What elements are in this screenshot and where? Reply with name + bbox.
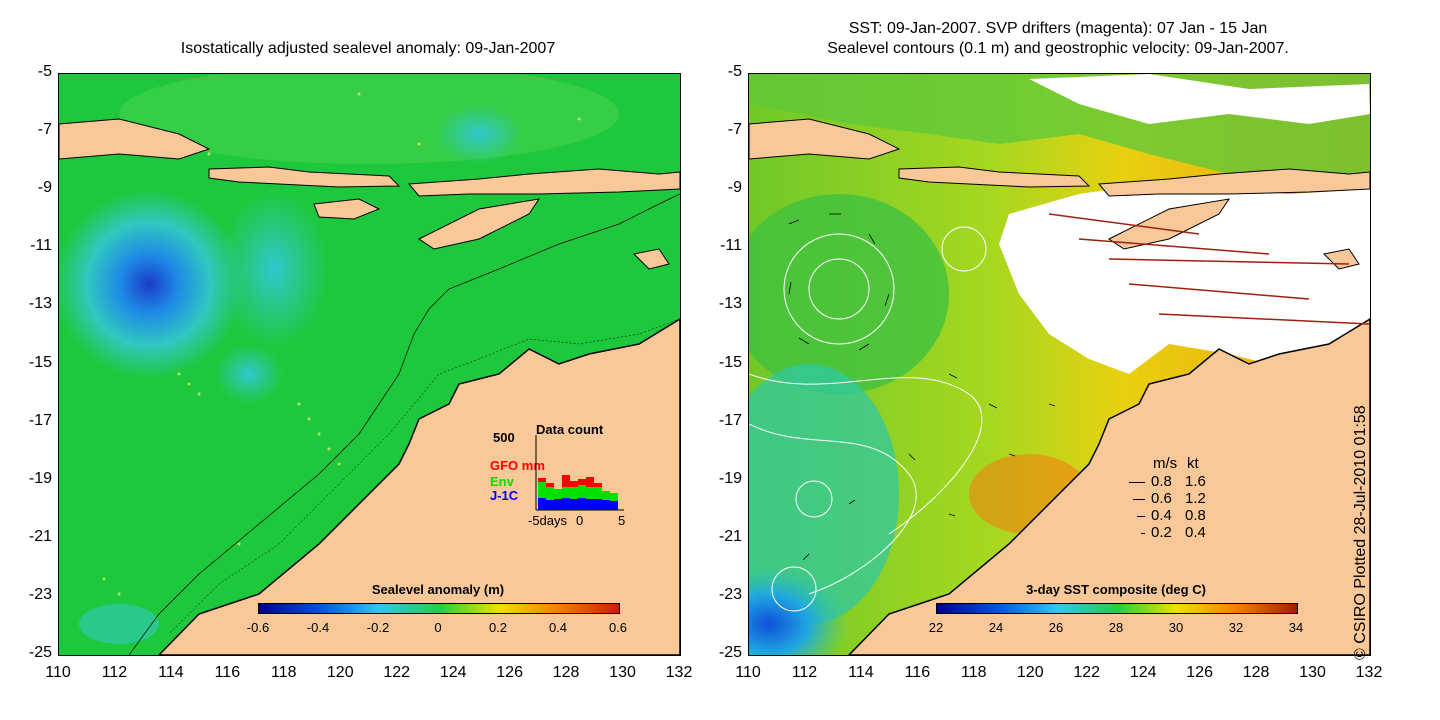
velocity-legend-ms: 0.6 [1151,490,1172,507]
y-tick-label: -15 [28,353,52,371]
x-tick-label: 118 [271,664,297,681]
velocity-legend-ms: 0.8 [1151,473,1172,490]
velocity-legend-ms: 0.2 [1151,524,1172,541]
inset-title: Data count [536,422,604,437]
colorbar-tick-label: 30 [1168,620,1184,635]
x-tick-label: 114 [848,664,874,681]
colorbar-tick-label: 26 [1048,620,1064,635]
y-tick-label: -25 [718,644,742,661]
colorbar-tick-label: 0.2 [488,620,508,635]
x-tick-label: 126 [496,664,523,681]
x-tick-label: 122 [1073,664,1101,681]
y-tick-label: -11 [720,237,742,255]
velocity-legend-kt: 0.8 [1185,507,1206,524]
x-tick-label: 128 [552,664,580,681]
y-tick-label: -13 [28,295,52,313]
data-count-inset: Data count 500 GFO mm Env J-1C -5days 0 … [490,420,630,530]
y-tick-label: -5 [727,63,742,80]
x-tick-label: 120 [1016,664,1044,681]
colorbar-tick-label: 28 [1108,620,1124,635]
csiro-credit: © CSIRO Plotted 28-Jul-2010 01:58 [1352,405,1369,660]
inset-legend-env: Env [490,474,514,489]
x-tick-label: 116 [904,664,931,681]
sst-colorbar [936,603,1298,614]
inset-bar-graphic [535,435,624,511]
y-tick-label: -21 [28,527,52,545]
velocity-legend-header-ms: m/s [1153,455,1178,472]
y-tick-label: -17 [718,411,742,429]
y-tick-label: -7 [37,121,52,139]
y-tick-label: -7 [727,121,742,139]
y-tick-label: -19 [718,469,742,487]
colorbar-tick-label: 22 [928,620,944,635]
velocity-legend-arrow [1141,533,1145,534]
x-tick-label: 128 [1242,664,1270,681]
x-tick-label: 114 [158,664,184,681]
y-tick-label: -25 [28,644,52,661]
left-colorbar-title: Sealevel anomaly (m) [371,582,505,597]
inset-ymax: 500 [493,430,515,445]
x-tick-label: 120 [326,664,354,681]
y-tick-label: -15 [718,353,742,371]
sst-composite-map[interactable] [748,73,1371,656]
y-tick-label: -9 [37,179,52,197]
x-tick-label: 124 [439,664,467,681]
x-tick-label: 118 [961,664,987,681]
sealevel-anomaly-map[interactable] [58,73,681,656]
inset-xlabel-mid: 0 [576,513,584,528]
x-tick-label: 132 [1355,664,1383,681]
x-tick-label: 110 [735,664,761,681]
x-tick-label: 126 [1186,664,1213,681]
velocity-legend-kt: 1.6 [1185,473,1206,490]
x-tick-label: 112 [101,664,128,681]
colorbar-tick-label: 32 [1228,620,1244,635]
x-tick-label: 110 [45,664,71,681]
velocity-legend: m/s kt 0.8 1.6 0.6 1.2 0.4 0.8 0.2 0.4 [1125,455,1235,545]
y-tick-label: -19 [28,469,52,487]
inset-xlabel-left: -5days [528,513,568,528]
y-tick-label: -17 [28,411,52,429]
y-tick-label: -23 [28,585,52,603]
x-tick-label: 112 [791,664,818,681]
velocity-legend-kt: 0.4 [1185,524,1206,541]
colorbar-tick-label: 0.6 [608,620,628,635]
sealevel-map-graphic [59,74,680,655]
velocity-legend-header-kt: kt [1187,455,1199,472]
velocity-legend-ms: 0.4 [1151,507,1172,524]
right-panel-title-line2: Sealevel contours (0.1 m) and geostrophi… [827,40,1289,57]
colorbar-tick-label: 0.4 [548,620,568,635]
x-tick-label: 116 [214,664,241,681]
x-tick-label: 132 [665,664,693,681]
x-tick-label: 130 [1299,664,1326,681]
velocity-legend-arrow [1137,516,1145,517]
x-tick-label: 124 [1129,664,1157,681]
colorbar-tick-label: -0.6 [246,620,270,635]
y-tick-label: -23 [718,585,742,603]
y-tick-label: -11 [30,237,52,255]
colorbar-tick-label: 34 [1288,620,1304,635]
right-panel-title-line1: SST: 09-Jan-2007. SVP drifters (magenta)… [848,20,1268,37]
y-tick-label: -9 [727,179,742,197]
y-tick-label: -21 [718,527,742,545]
colorbar-tick-label: 24 [988,620,1004,635]
colorbar-tick-label: 0 [434,620,442,635]
velocity-legend-kt: 1.2 [1185,490,1206,507]
colorbar-tick-label: -0.2 [366,620,390,635]
x-tick-label: 130 [609,664,636,681]
velocity-legend-arrow [1133,499,1145,500]
sst-map-graphic [749,74,1370,655]
left-panel-title: Isostatically adjusted sealevel anomaly:… [180,40,556,57]
colorbar-tick-label: -0.4 [306,620,330,635]
inset-xlabel-right: 5 [618,513,626,528]
x-tick-label: 122 [383,664,411,681]
sealevel-colorbar [258,603,620,614]
inset-legend-gfo: GFO mm [490,458,545,473]
velocity-legend-arrow [1129,482,1145,483]
inset-legend-j1c: J-1C [490,488,519,503]
right-colorbar-title: 3-day SST composite (deg C) [1026,582,1206,597]
y-tick-label: -5 [37,63,52,80]
y-tick-label: -13 [718,295,742,313]
